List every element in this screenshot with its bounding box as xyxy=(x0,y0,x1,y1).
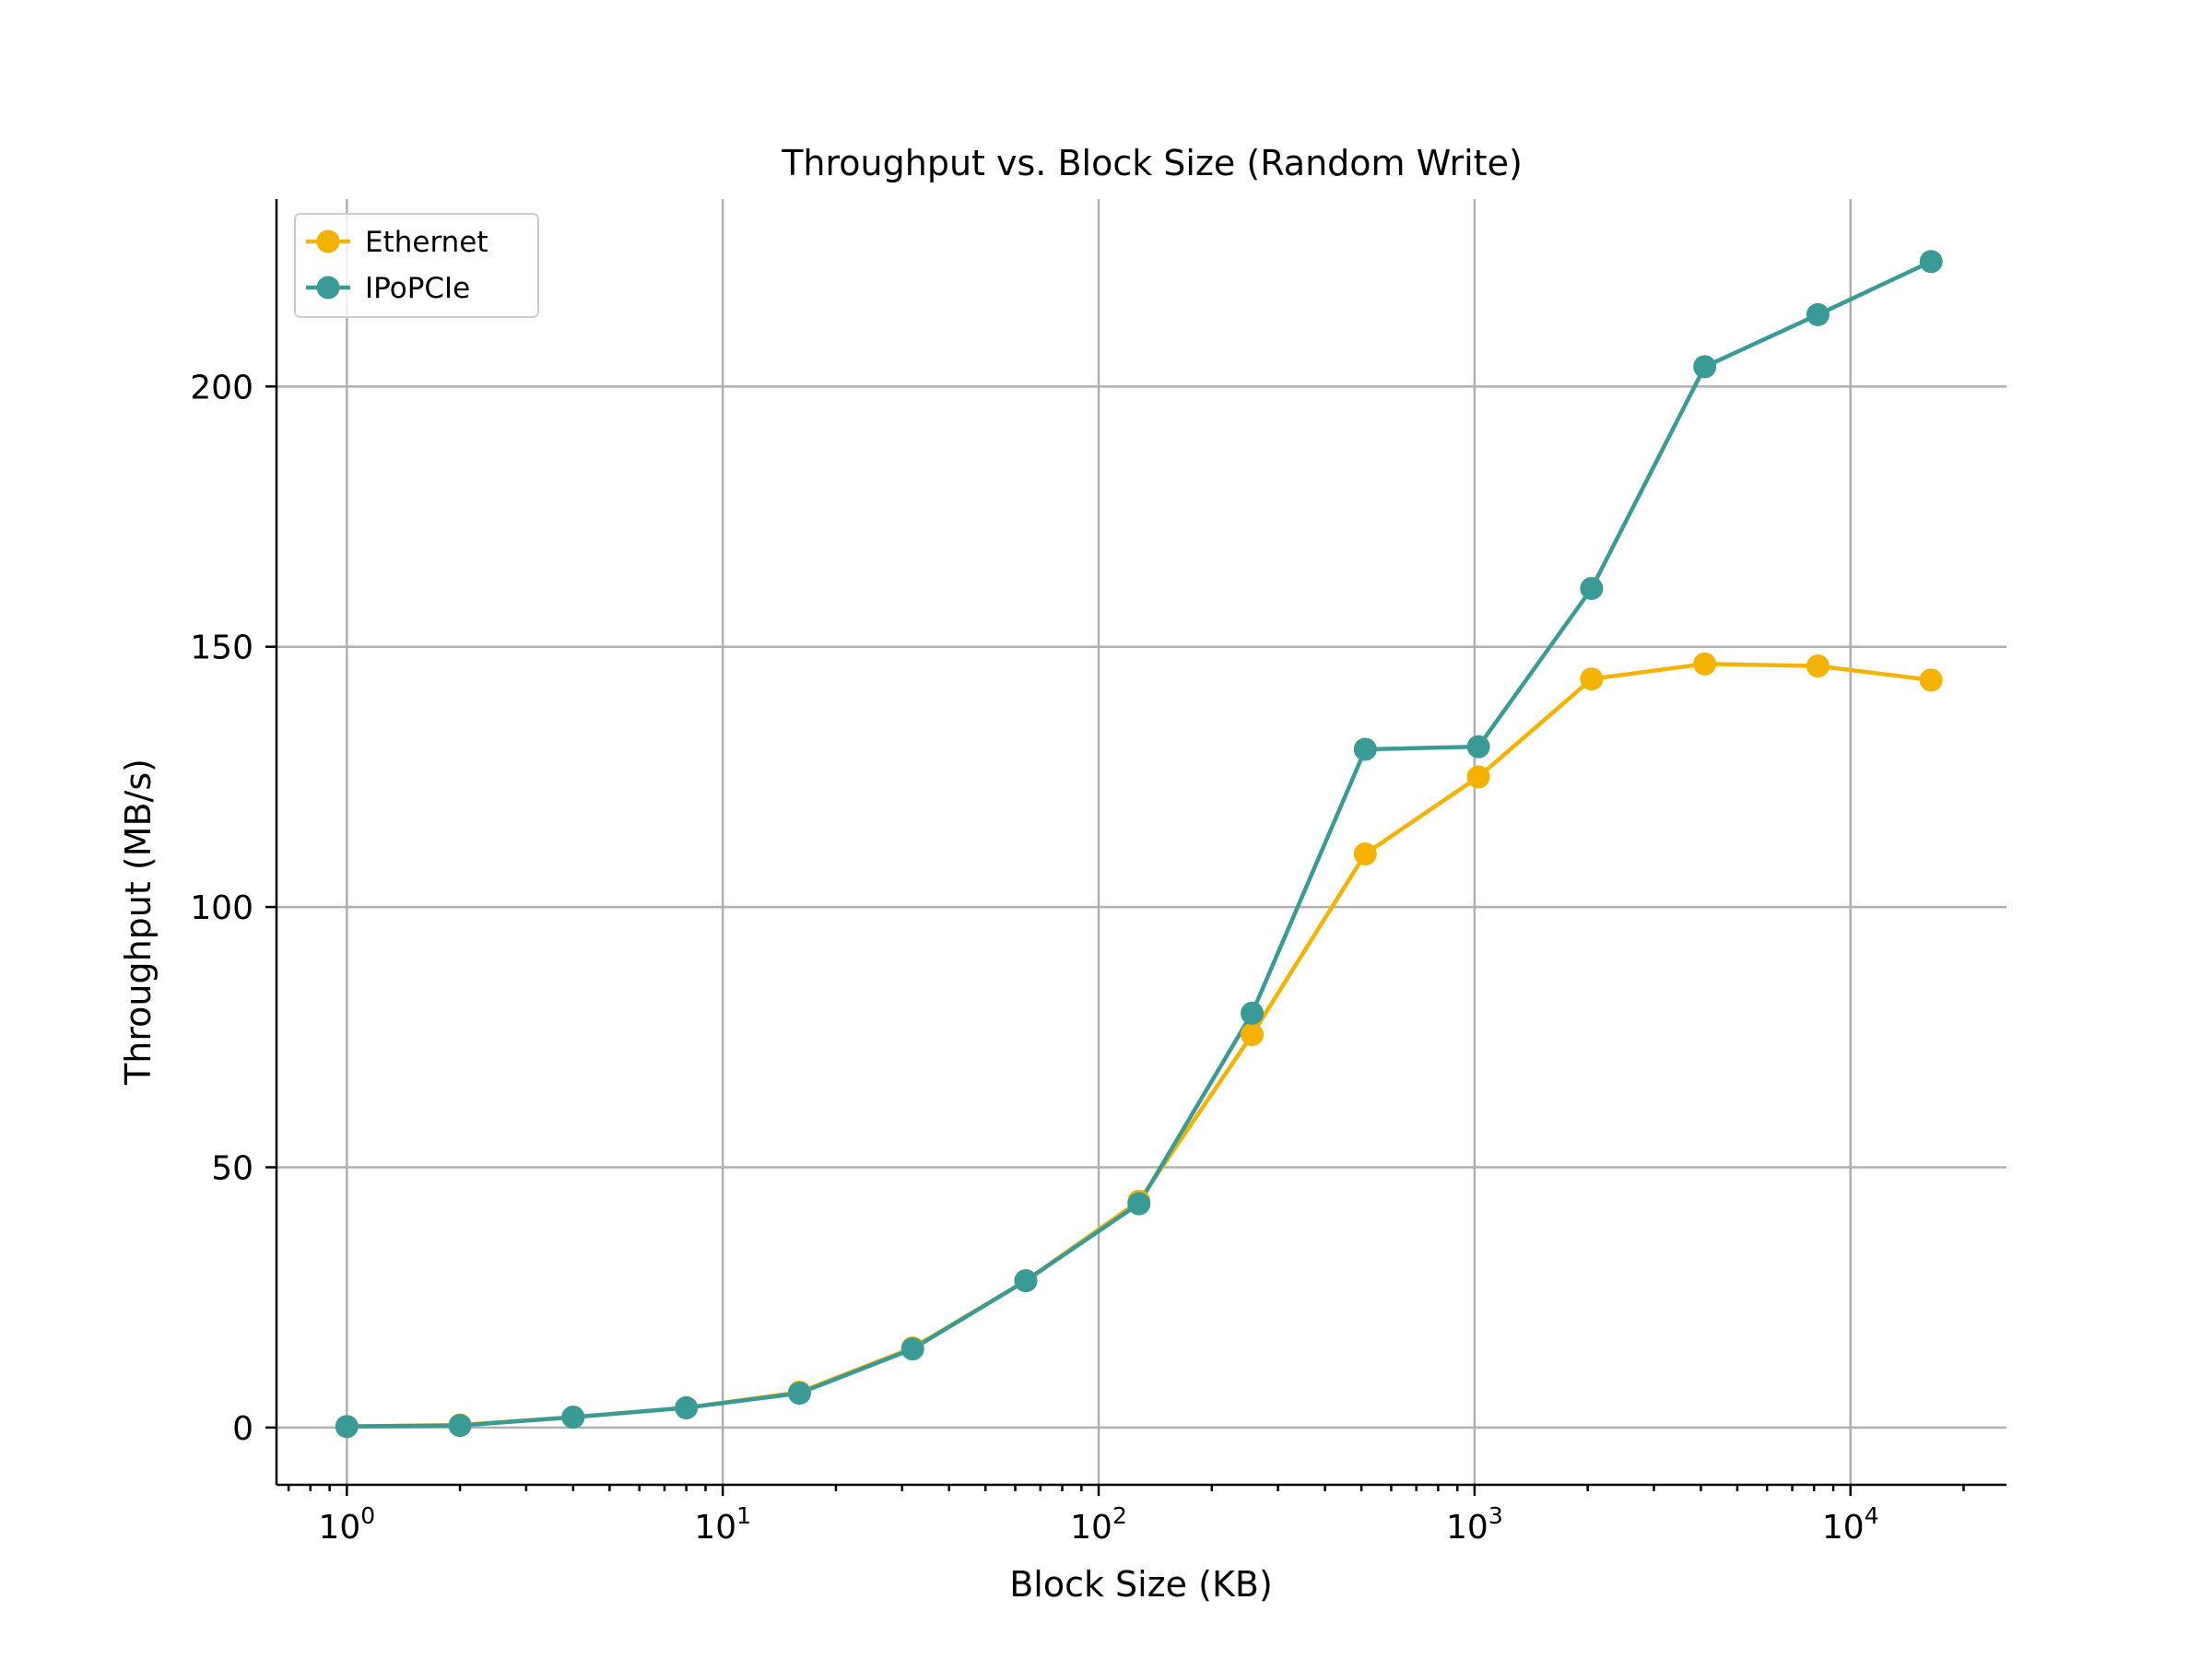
x-tick-label: 100 xyxy=(318,1502,375,1547)
legend-label-ipopcie: IPoPCIe xyxy=(365,272,470,305)
legend-frame xyxy=(294,213,539,318)
x-tick-label: 103 xyxy=(1446,1502,1503,1547)
data-point-ipopcie xyxy=(1353,737,1377,761)
data-point-ipopcie xyxy=(1919,250,1943,274)
data-point-ethernet xyxy=(1919,668,1943,692)
x-tick-label: 104 xyxy=(1822,1502,1879,1547)
y-tick-label: 150 xyxy=(190,629,253,667)
x-axis-label: Block Size (KB) xyxy=(1009,1564,1273,1605)
legend-label-ethernet: Ethernet xyxy=(365,226,488,259)
data-point-ethernet xyxy=(1806,654,1830,678)
y-ticks: 0 50 100 150 200 xyxy=(190,369,276,1448)
y-axis-label: Throughput (MB/s) xyxy=(118,759,159,1086)
data-point-ethernet xyxy=(1693,652,1717,676)
gridlines xyxy=(276,199,2006,1485)
data-point-ipopcie xyxy=(561,1406,585,1430)
data-point-ipopcie xyxy=(675,1395,699,1419)
x-tick-label: 101 xyxy=(694,1502,751,1547)
data-point-ethernet xyxy=(1241,1022,1265,1046)
x-ticks: 100 101 102 103 104 xyxy=(287,1485,1965,1547)
data-point-ethernet xyxy=(1580,667,1604,691)
data-point-ethernet xyxy=(1353,841,1377,865)
data-point-ipopcie xyxy=(1466,735,1490,759)
data-point-ipopcie xyxy=(900,1337,924,1361)
legend-marker-ethernet xyxy=(316,229,340,253)
y-tick-label: 200 xyxy=(190,369,253,406)
data-point-ipopcie xyxy=(335,1415,359,1439)
data-point-ipopcie xyxy=(1127,1192,1151,1216)
legend: Ethernet IPoPCIe xyxy=(294,213,539,318)
x-tick-label: 102 xyxy=(1070,1502,1127,1547)
data-point-ipopcie xyxy=(1806,302,1830,326)
y-tick-label: 0 xyxy=(232,1410,253,1448)
data-point-ethernet xyxy=(1466,765,1490,789)
y-tick-label: 100 xyxy=(190,889,253,927)
data-point-ipopcie xyxy=(1241,1001,1265,1025)
legend-marker-ipopcie xyxy=(316,276,340,300)
chart-title: Throughput vs. Block Size (Random Write) xyxy=(781,143,1523,183)
data-point-ipopcie xyxy=(1580,576,1604,600)
y-tick-label: 50 xyxy=(211,1149,253,1187)
data-point-ipopcie xyxy=(787,1382,811,1406)
data-points xyxy=(335,250,1943,1439)
data-point-ipopcie xyxy=(1014,1269,1038,1293)
data-point-ipopcie xyxy=(1693,355,1717,379)
data-point-ipopcie xyxy=(448,1414,472,1438)
axes xyxy=(275,199,2006,1487)
